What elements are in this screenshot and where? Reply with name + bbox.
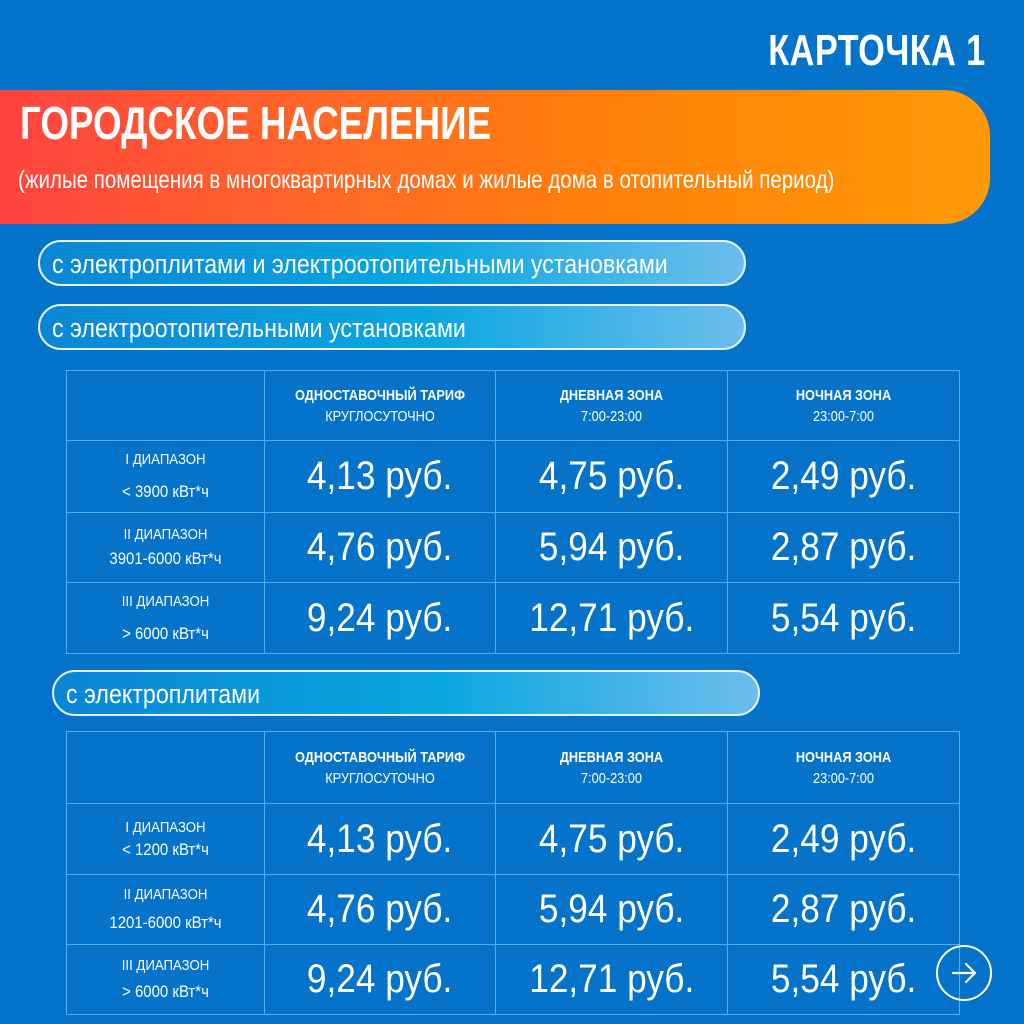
price-night: 2,49 руб. [727,440,960,513]
header-day-zone: ДНЕВНАЯ ЗОНА 7:00-23:00 [495,731,728,804]
price-single: 4,76 руб. [264,874,496,945]
header-single-rate: ОДНОСТАВОЧНЫЙ ТАРИФ КРУГЛОСУТОЧНО [264,370,496,441]
price-day: 5,94 руб. [495,874,728,945]
range-cell: I ДИАПАЗОН < 3900 кВт*ч [66,440,265,513]
price-single: 4,13 руб. [264,803,496,875]
price-night: 2,87 руб. [727,874,960,945]
header-night-zone: НОЧНАЯ ЗОНА 23:00-7:00 [727,731,960,804]
price-day: 5,94 руб. [495,512,728,583]
pill-label: с электроплитами и электроотопительными … [52,249,668,279]
price-day: 12,71 руб. [495,582,728,654]
header-single-rate: ОДНОСТАВОЧНЫЙ ТАРИФ КРУГЛОСУТОЧНО [264,731,496,804]
header-empty-cell [66,370,265,441]
header-night-zone: НОЧНАЯ ЗОНА 23:00-7:00 [727,370,960,441]
header-day-zone: ДНЕВНАЯ ЗОНА 7:00-23:00 [495,370,728,441]
price-day: 12,71 руб. [495,944,728,1015]
price-single: 4,13 руб. [264,440,496,513]
category-pill-stoves: с электроплитами [52,670,760,716]
table-row: II ДИАПАЗОН 3901-6000 кВт*ч 4,76 руб. 5,9… [66,512,960,583]
range-cell: III ДИАПАЗОН > 6000 кВт*ч [66,582,265,654]
table-row: III ДИАПАЗОН > 6000 кВт*ч 9,24 руб. 12,71… [66,944,960,1015]
price-day: 4,75 руб. [495,440,728,513]
title-banner [0,90,990,224]
price-night: 2,49 руб. [727,803,960,875]
price-night: 2,87 руб. [727,512,960,583]
tariff-table-stoves: ОДНОСТАВОЧНЫЙ ТАРИФ КРУГЛОСУТОЧНО ДНЕВНАЯ… [66,731,960,1015]
pill-label: с электроотопительными установками [52,313,466,343]
table-row: II ДИАПАЗОН 1201-6000 кВт*ч 4,76 руб. 5,9… [66,874,960,945]
card-number-label: КАРТОЧКА 1 [768,26,986,75]
arrow-right-icon [951,962,977,984]
pill-label: с электроплитами [66,679,261,709]
table-row: I ДИАПАЗОН < 3900 кВт*ч 4,13 руб. 4,75 ру… [66,440,960,513]
range-cell: II ДИАПАЗОН 3901-6000 кВт*ч [66,512,265,583]
range-cell: III ДИАПАЗОН > 6000 кВт*ч [66,944,265,1015]
range-cell: I ДИАПАЗОН < 1200 кВт*ч [66,803,265,875]
banner-title: ГОРОДСКОЕ НАСЕЛЕНИЕ [20,97,492,149]
price-day: 4,75 руб. [495,803,728,875]
table-header-row: ОДНОСТАВОЧНЫЙ ТАРИФ КРУГЛОСУТОЧНО ДНЕВНАЯ… [66,370,960,441]
next-card-button[interactable] [936,945,992,1001]
price-single: 9,24 руб. [264,944,496,1015]
category-pill-stoves-and-heating: с электроплитами и электроотопительными … [38,240,746,286]
price-single: 4,76 руб. [264,512,496,583]
price-single: 9,24 руб. [264,582,496,654]
price-night: 5,54 руб. [727,582,960,654]
table-row: I ДИАПАЗОН < 1200 кВт*ч 4,13 руб. 4,75 ру… [66,803,960,875]
table-header-row: ОДНОСТАВОЧНЫЙ ТАРИФ КРУГЛОСУТОЧНО ДНЕВНАЯ… [66,731,960,804]
banner-subtitle: (жилые помещения в многоквартирных домах… [18,166,835,194]
range-cell: II ДИАПАЗОН 1201-6000 кВт*ч [66,874,265,945]
header-empty-cell [66,731,265,804]
category-pill-heating: с электроотопительными установками [38,304,746,350]
price-night: 5,54 руб. [727,944,960,1015]
tariff-table-heating: ОДНОСТАВОЧНЫЙ ТАРИФ КРУГЛОСУТОЧНО ДНЕВНАЯ… [66,370,960,654]
table-row: III ДИАПАЗОН > 6000 кВт*ч 9,24 руб. 12,71… [66,582,960,654]
